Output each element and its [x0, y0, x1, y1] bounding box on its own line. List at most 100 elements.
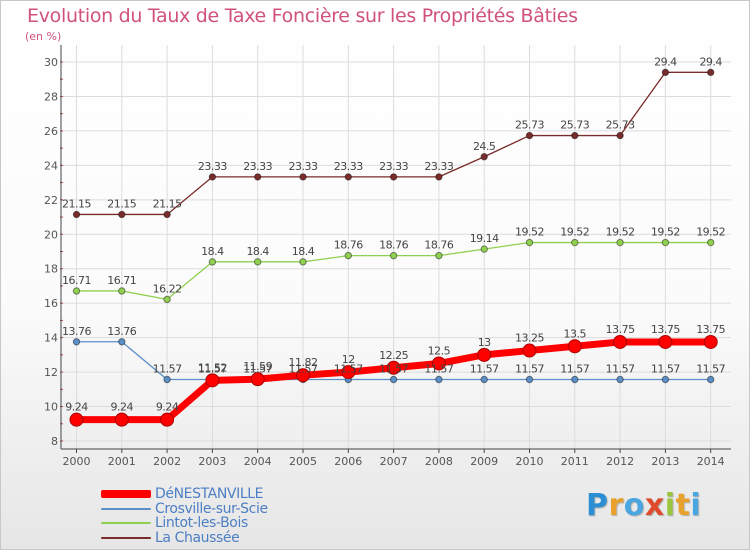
data-point	[616, 375, 624, 384]
data-label: 18.4	[246, 245, 269, 258]
x-tick-label: 2002	[153, 455, 181, 468]
y-tick-label: 22	[44, 194, 58, 207]
y-tick-label: 18	[44, 263, 58, 276]
data-label: 11.57	[606, 362, 635, 375]
y-tick-label: 16	[44, 297, 58, 310]
y-tick-label: 8	[51, 435, 58, 448]
data-label: 16.22	[153, 282, 182, 295]
data-labels: 21.15 21.15 21.15 23.33 23.33 23.33 23.33 23.33…	[62, 55, 726, 413]
y-tick-label: 10	[44, 401, 58, 414]
data-point	[616, 238, 624, 247]
data-point	[525, 131, 534, 140]
data-point	[254, 173, 262, 181]
legend-label: Crosville-sur-Scie	[155, 500, 268, 517]
data-label: 13.75	[606, 323, 635, 336]
data-point	[435, 375, 443, 384]
data-point	[118, 287, 126, 295]
data-point	[299, 258, 307, 266]
logo-letter: i	[664, 488, 676, 523]
data-label: 19.52	[651, 226, 680, 239]
data-label: 23.33	[334, 160, 363, 173]
legend-swatch	[101, 507, 151, 510]
data-point	[525, 238, 534, 247]
data-label: 21.15	[62, 197, 91, 210]
logo-letter: t	[675, 488, 691, 523]
data-point	[525, 375, 534, 384]
data-label: 29.4	[654, 55, 677, 68]
series-layer	[69, 68, 718, 427]
logo-letter: i	[690, 488, 702, 523]
data-label: 19.52	[606, 226, 635, 239]
axes: 8 10 12 14 16 18 20 22 24 26 28 30 2000 2001 2002 2003 2…	[44, 45, 731, 468]
data-label: 11.57	[651, 362, 680, 375]
data-label: 16.71	[62, 274, 91, 287]
data-label: 21.15	[153, 197, 182, 210]
data-point	[344, 251, 352, 260]
data-label: 16.71	[107, 274, 136, 287]
data-label: 11.57	[243, 362, 272, 375]
y-tick-label: 12	[44, 366, 58, 379]
data-point	[707, 238, 715, 247]
data-label: 18.76	[334, 239, 363, 252]
data-point	[389, 375, 398, 384]
data-label: 23.33	[289, 160, 318, 173]
data-label: 13.25	[515, 332, 544, 345]
x-tick-label: 2007	[380, 455, 408, 468]
y-tick-label: 28	[44, 90, 58, 103]
y-tick-label: 30	[44, 56, 58, 69]
data-point	[661, 375, 670, 384]
y-tick-label: 26	[44, 125, 58, 138]
x-tick-label: 2006	[334, 455, 362, 468]
data-label: 11.57	[470, 362, 499, 375]
data-label: 11.57	[153, 362, 182, 375]
data-point	[208, 173, 217, 181]
data-label: 13.5	[564, 327, 587, 340]
data-point	[163, 375, 171, 384]
data-label: 11.57	[515, 362, 544, 375]
data-label: 9.24	[156, 401, 179, 414]
data-point	[389, 251, 398, 260]
x-tick-label: 2001	[108, 455, 136, 468]
data-point	[163, 295, 171, 304]
data-label: 12.5	[428, 344, 451, 357]
legend-swatch	[101, 522, 151, 524]
data-label: 11.57	[289, 362, 318, 375]
x-tick-label: 2009	[470, 455, 498, 468]
data-point	[114, 412, 129, 427]
legend-label: Lintot-les-Bois	[155, 515, 248, 531]
proxiti-logo: Proxiti	[586, 488, 701, 523]
data-point	[707, 68, 715, 77]
data-label: 13.76	[107, 325, 136, 338]
data-label: 25.73	[606, 119, 635, 132]
data-label: 23.33	[243, 160, 272, 173]
data-point	[571, 238, 579, 247]
data-point	[661, 68, 670, 77]
data-label: 13	[478, 336, 491, 349]
logo-letter: r	[608, 488, 624, 523]
data-point	[477, 347, 492, 362]
series-3	[69, 334, 718, 427]
legend-label: La Chaussée	[155, 529, 240, 546]
data-point	[205, 373, 220, 388]
data-point	[250, 372, 265, 387]
data-label: 25.73	[515, 119, 544, 132]
data-point	[480, 153, 488, 161]
x-tick-label: 2003	[198, 455, 226, 468]
data-point	[389, 173, 398, 181]
x-tick-label: 2012	[606, 455, 634, 468]
data-label: 21.15	[107, 197, 136, 210]
data-label: 18.4	[292, 245, 315, 258]
data-label: 11.57	[424, 362, 453, 375]
data-point	[435, 173, 443, 181]
y-axis-unit: (en %)	[25, 30, 62, 43]
data-label: 11.57	[334, 362, 363, 375]
data-point	[118, 210, 126, 219]
x-tick-label: 2014	[697, 455, 725, 468]
data-point	[72, 338, 81, 346]
data-point	[341, 365, 356, 380]
data-label: 19.52	[696, 226, 725, 239]
logo-letter: P	[586, 488, 609, 523]
y-tick-label: 24	[44, 159, 58, 172]
data-point	[480, 375, 488, 384]
